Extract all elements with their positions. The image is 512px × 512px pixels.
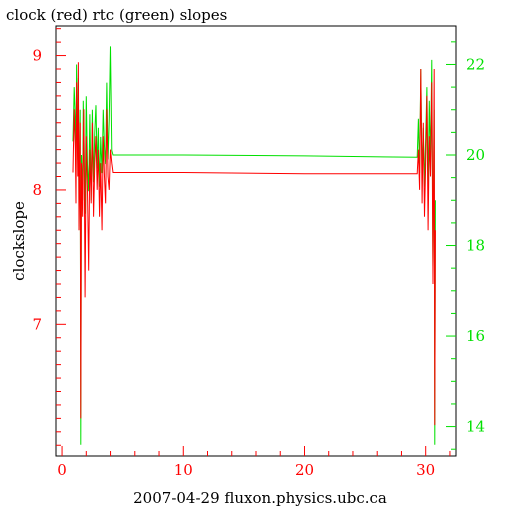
left-tick-label: 7: [32, 315, 42, 333]
x-axis-ticks: 0 10 20 30: [57, 446, 451, 479]
series-line-clock: [72, 62, 436, 426]
chart-title: clock (red) rtc (green) slopes: [6, 6, 227, 24]
plot-frame: [55, 25, 457, 457]
x-tick-label: 0: [57, 461, 67, 479]
left-axis-ticks: 7 8 9: [32, 28, 66, 446]
right-tick-label: 20: [466, 146, 485, 164]
left-tick-label: 9: [32, 47, 42, 65]
right-axis-ticks: 14 16 18 20 22: [446, 41, 485, 450]
y-axis-label: clockslope: [10, 201, 28, 281]
x-tick-label: 30: [416, 461, 435, 479]
x-tick-label: 10: [174, 461, 193, 479]
right-tick-label: 22: [466, 55, 485, 73]
right-tick-label: 18: [466, 237, 485, 255]
left-tick-label: 8: [32, 181, 42, 199]
series-layer: [72, 46, 436, 445]
series-line-rtc: [72, 46, 436, 445]
x-tick-label: 20: [295, 461, 314, 479]
right-tick-label: 14: [466, 418, 485, 436]
x-axis-label: 2007-04-29 fluxon.physics.ubc.ca: [133, 489, 387, 507]
right-tick-label: 16: [466, 327, 485, 345]
